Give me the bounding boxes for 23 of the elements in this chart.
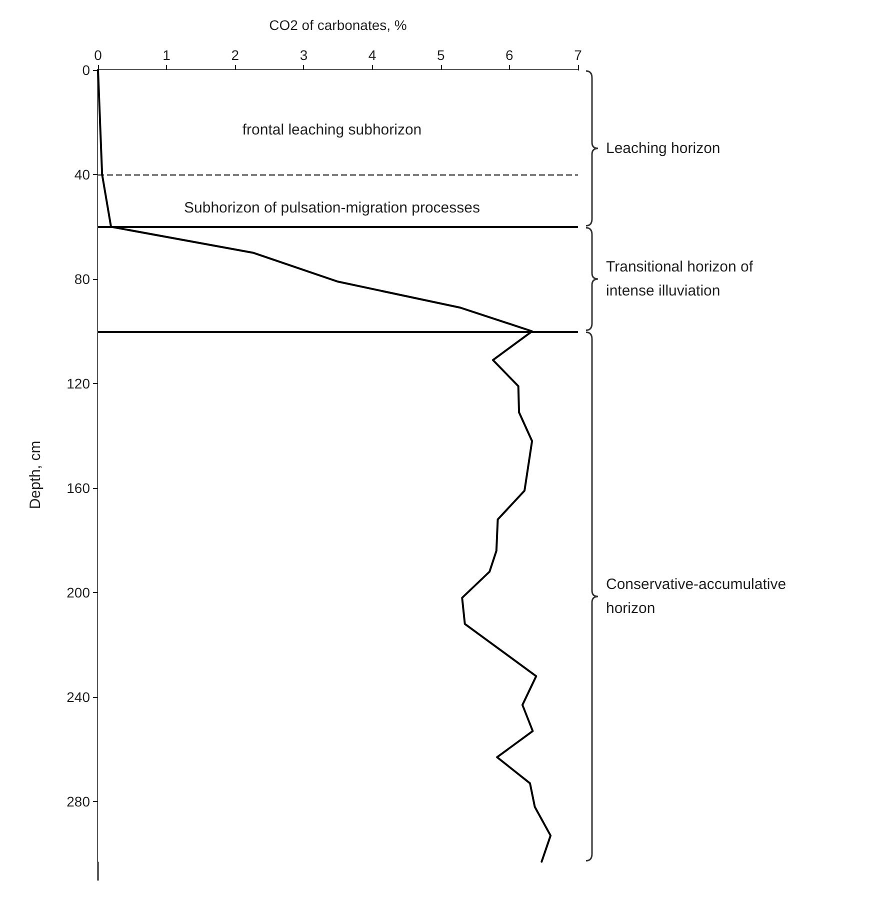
annotation: Subhorizon of pulsation-migration processes xyxy=(184,200,480,216)
y-tick-label: 200 xyxy=(66,584,90,601)
y-axis-title: Depth, cm xyxy=(27,440,44,510)
band-label: Transitional horizon of intense illuviation xyxy=(606,258,758,300)
y-tick-label: 80 xyxy=(74,271,90,288)
x-tick-label: 5 xyxy=(436,47,445,63)
x-tick-label: 1 xyxy=(162,47,171,63)
y-tick-label: 40 xyxy=(74,166,90,183)
y-tick-label: 160 xyxy=(66,480,90,496)
band-label: Leaching horizon xyxy=(606,140,720,157)
x-tick-label: 6 xyxy=(506,47,514,63)
x-tick-label: 4 xyxy=(368,47,376,63)
x-tick-label: 7 xyxy=(574,47,582,63)
y-tick-label: 280 xyxy=(66,794,90,810)
y-tick-label: 240 xyxy=(66,689,90,706)
band-label: Conservative-accumulative horizon xyxy=(606,576,790,617)
x-tick-label: 3 xyxy=(300,47,308,63)
x-axis-title: CO2 of carbonates, % xyxy=(269,17,407,33)
annotation: frontal leaching subhorizon xyxy=(242,122,422,138)
y-tick-label: 120 xyxy=(66,376,90,392)
y-tick-label: 0 xyxy=(82,62,90,78)
x-tick-label: 2 xyxy=(231,47,240,63)
x-tick-label: 0 xyxy=(94,47,102,63)
